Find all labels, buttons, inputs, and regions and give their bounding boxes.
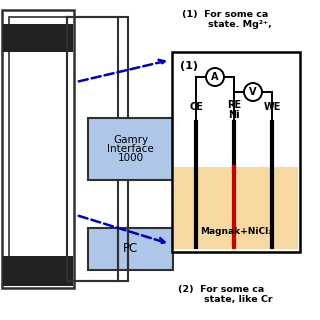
Bar [3,24,73,52]
Bar [3,256,73,286]
Text: CE: CE [189,102,203,112]
Text: V: V [249,87,257,97]
Bar [172,52,300,252]
Bar [2,10,74,288]
Text: A: A [211,72,219,82]
Text: RE
Ni: RE Ni [227,100,241,120]
Text: Interface: Interface [107,144,154,154]
Text: (2)  For some ca
        state, like Cr: (2) For some ca state, like Cr [178,285,273,304]
Bar [174,167,298,249]
Text: (1): (1) [180,61,198,71]
Text: WE: WE [263,102,281,112]
Bar [88,118,173,180]
Bar [9,17,67,281]
Text: Gamry: Gamry [113,135,148,145]
Text: PC: PC [123,243,138,255]
Text: (1)  For some ca
        state. Mg²⁺,: (1) For some ca state. Mg²⁺, [182,10,272,29]
Bar [88,228,173,270]
Circle shape [244,83,262,101]
Text: 1000: 1000 [117,153,144,163]
Circle shape [206,68,224,86]
Text: Magnak+NiCl₂: Magnak+NiCl₂ [200,227,272,236]
